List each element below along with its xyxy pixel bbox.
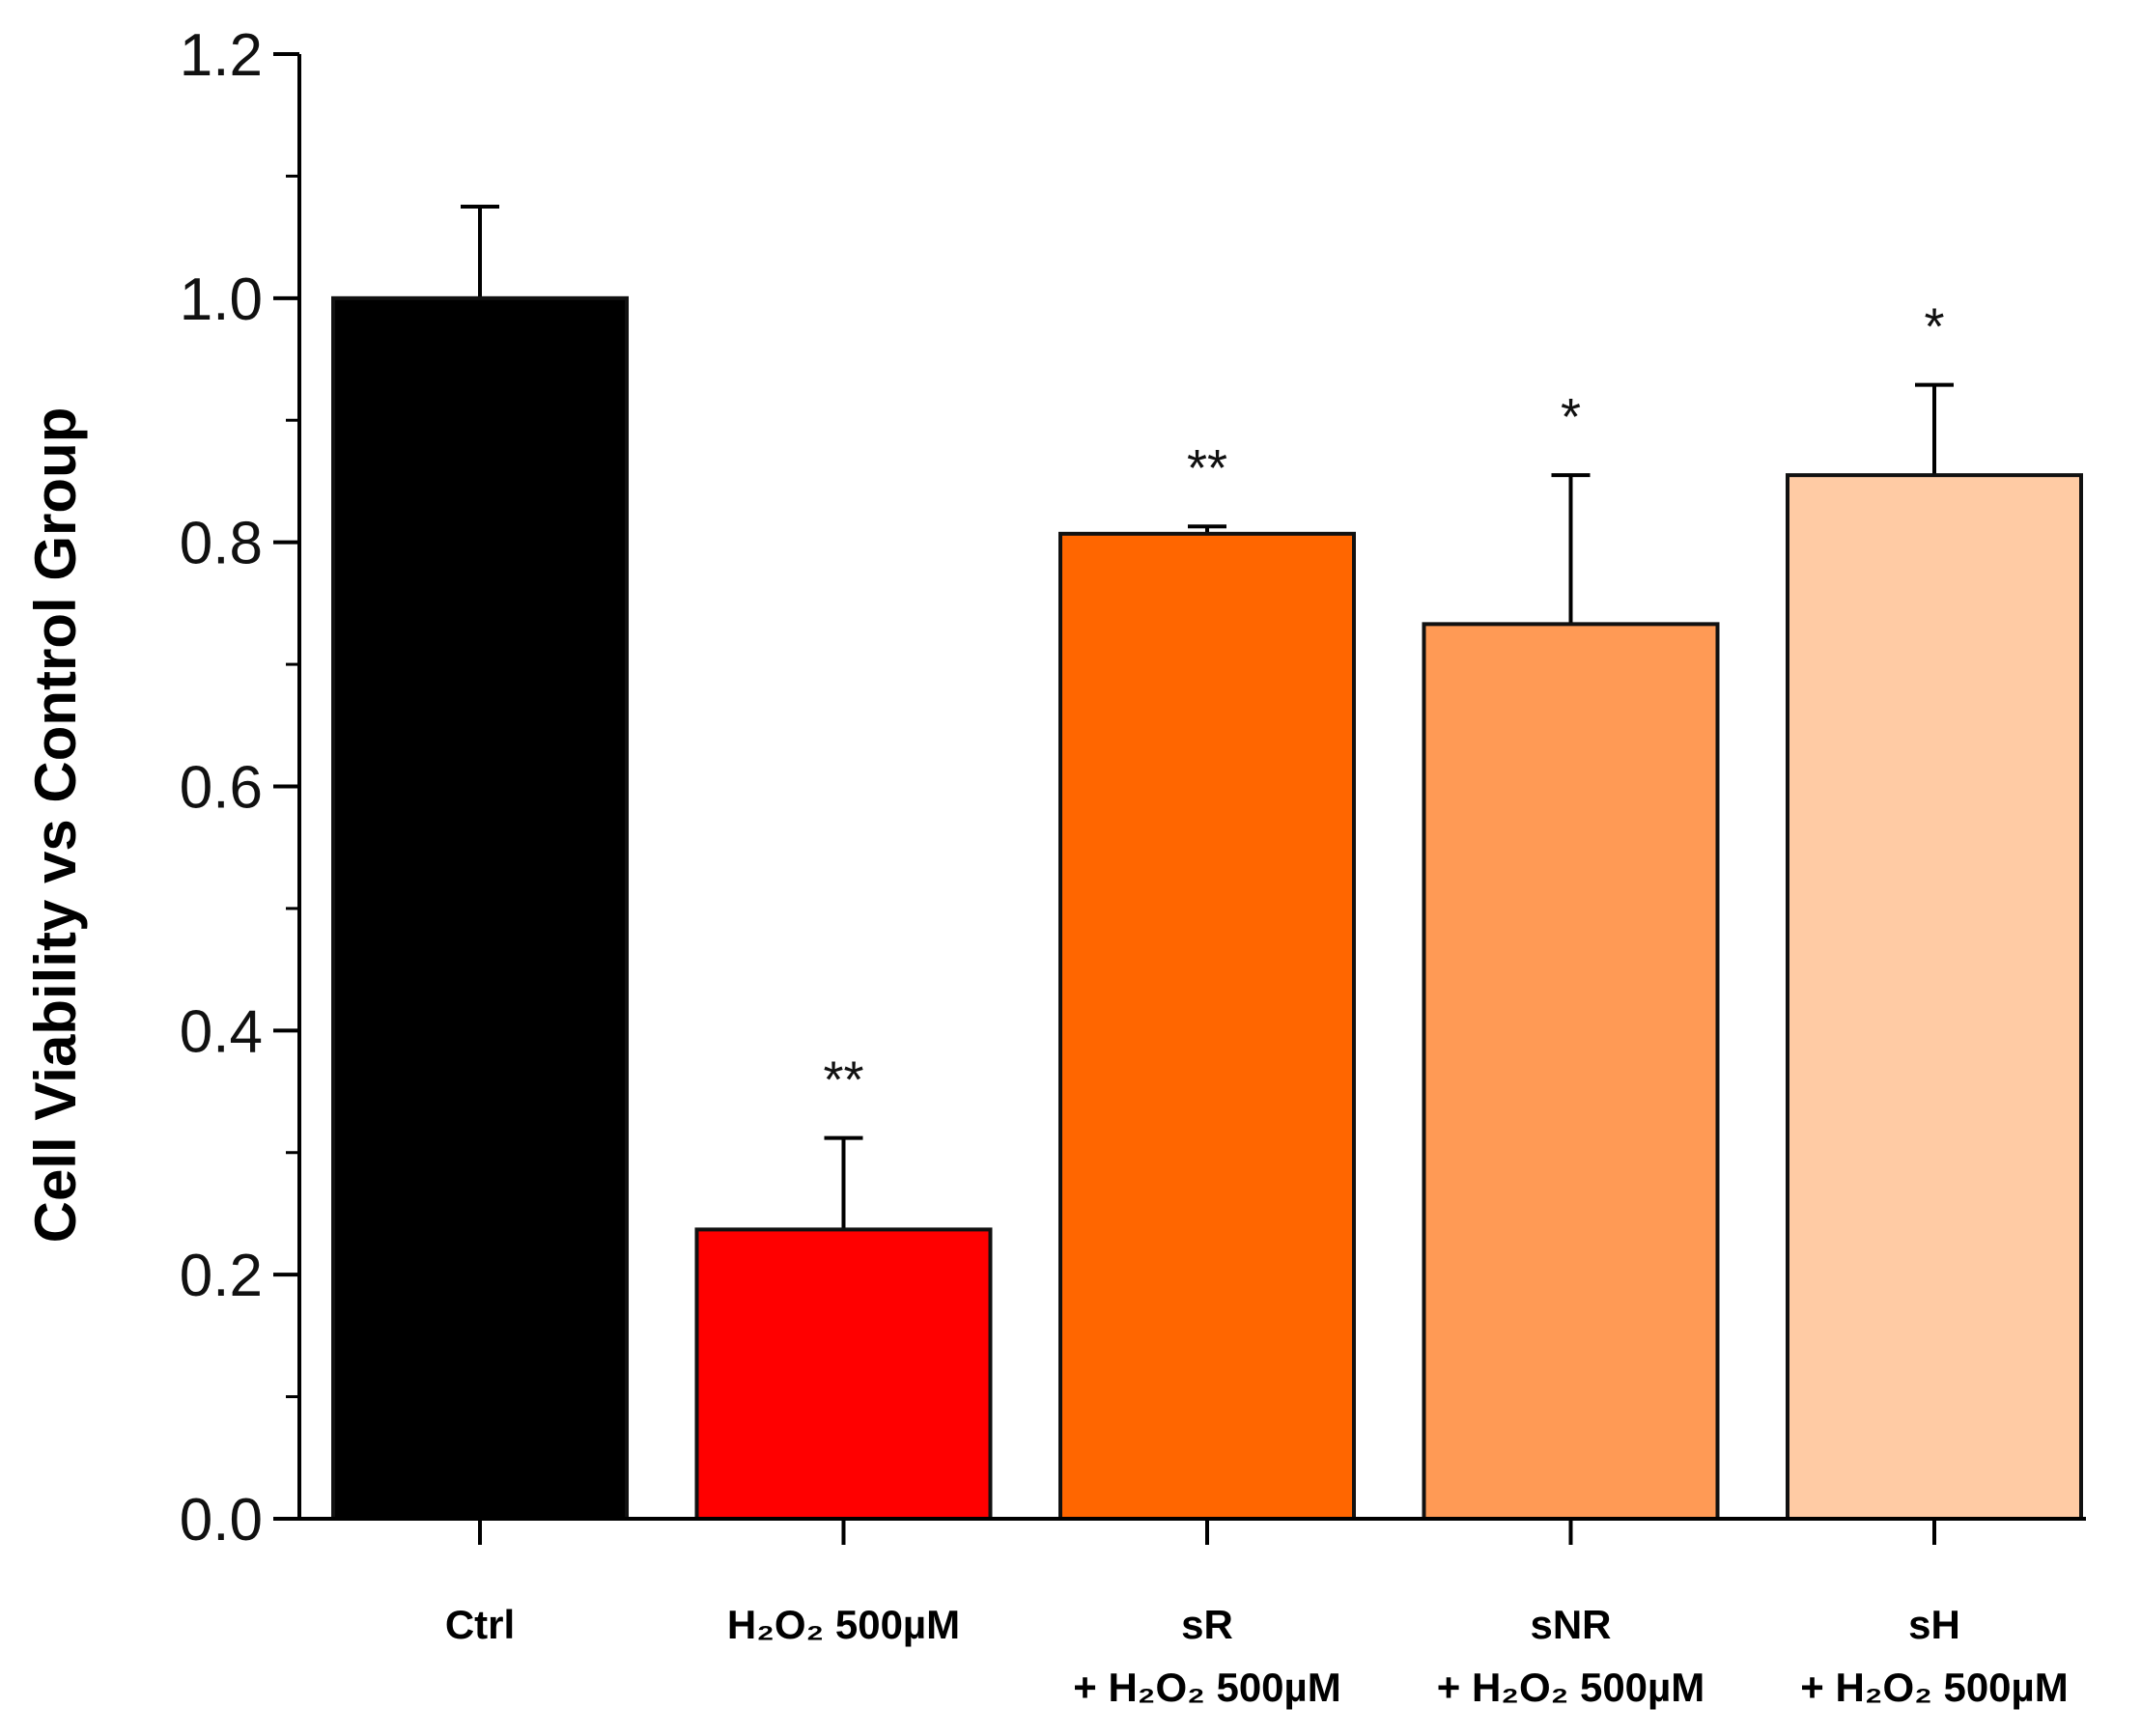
significance-marker: * [1924,298,1944,356]
y-tick-label: 0.8 [180,511,263,577]
y-tick-label: 1.2 [180,22,263,89]
y-tick-label: 1.0 [180,266,263,333]
bar [331,295,629,1521]
y-tick-label: 0.0 [180,1487,263,1554]
bars-layer [331,205,2083,1522]
y-tick-label: 0.4 [180,998,263,1065]
bar [1422,622,1720,1521]
category-label: sR [1181,1602,1233,1647]
bar [1786,473,2083,1522]
significance-marker: ** [823,1051,863,1109]
category-label-line2: + H₂O₂ 500µM [1800,1665,2068,1710]
category-label-line2: + H₂O₂ 500µM [1437,1665,1704,1710]
significance-marker: * [1561,388,1581,446]
ticks-layer [273,52,1936,1545]
y-axis-title: Cell Viability vs Control Group [23,407,88,1244]
category-label: H₂O₂ 500µM [727,1602,960,1647]
category-label-line2: + H₂O₂ 500µM [1073,1665,1340,1710]
y-tick-label: 0.6 [180,755,263,822]
category-label: Ctrl [445,1602,515,1647]
y-tick-label: 0.2 [180,1243,263,1309]
bar [1058,531,1356,1521]
category-label: sNR [1530,1602,1611,1647]
significance-marker: ** [1187,439,1227,497]
bar [694,1227,993,1521]
category-label: sH [1908,1602,1960,1647]
